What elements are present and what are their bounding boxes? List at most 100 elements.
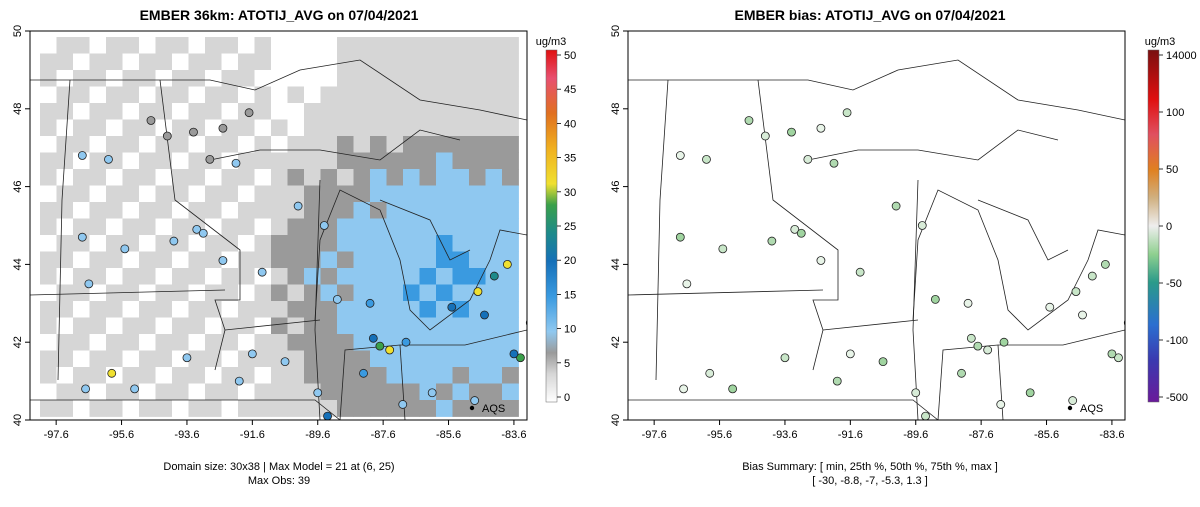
grid-cell: [386, 103, 404, 120]
grid-cell: [271, 251, 288, 269]
grid-cell: [502, 37, 519, 54]
grid-cell: [370, 53, 387, 71]
grid-cell: [172, 169, 189, 186]
grid-cell: [436, 70, 453, 87]
grid-cell: [370, 86, 387, 104]
grid-cell: [139, 169, 156, 186]
grid-cell: [320, 301, 338, 318]
grid-cell: [122, 218, 140, 236]
grid-cell: [188, 268, 206, 285]
grid-cell: [40, 218, 57, 236]
colorbar-tick-label: 30: [564, 187, 576, 199]
grid-cell: [205, 103, 222, 120]
grid-cell: [155, 53, 173, 71]
grid-cell: [73, 185, 90, 203]
grid-cell: [56, 284, 74, 302]
grid-cell: [122, 334, 140, 351]
grid-cell: [40, 367, 57, 384]
aqs-site-marker: [398, 400, 408, 409]
grid-cell: [370, 169, 387, 186]
grid-cell: [122, 284, 140, 302]
grid-cell: [139, 136, 156, 153]
aqs-sites-left: [77, 108, 527, 420]
aqs-site-marker: [162, 131, 172, 141]
grid-cell: [485, 103, 503, 120]
grid-cell: [172, 70, 189, 87]
grid-cell: [337, 119, 354, 137]
right-boundaries: [628, 59, 1125, 420]
grid-cell: [287, 334, 305, 351]
grid-cell: [188, 317, 206, 335]
aqs-site-marker: [359, 368, 368, 378]
bias-site-marker: [921, 411, 930, 420]
grid-cell: [353, 103, 371, 120]
grid-cell: [40, 350, 57, 368]
grid-cell: [419, 119, 437, 137]
bias-site-marker: [855, 267, 865, 277]
grid-cell: [370, 350, 387, 368]
grid-cell: [73, 218, 90, 236]
grid-cell: [122, 367, 140, 384]
grid-cell: [106, 169, 123, 186]
grid-cell: [40, 119, 57, 137]
grid-cell: [386, 251, 404, 269]
grid-cell: [304, 119, 321, 137]
grid-cell: [386, 53, 404, 71]
grid-cell: [485, 284, 503, 302]
grid-cell: [419, 317, 437, 335]
grid-cell: [56, 268, 74, 285]
grid-cell: [271, 86, 288, 104]
grid-cell: [271, 301, 288, 318]
grid-cell: [485, 334, 503, 351]
grid-cell: [452, 218, 470, 236]
bias-site-marker: [911, 388, 921, 398]
grid-cell: [287, 301, 305, 318]
aqs-site-marker: [198, 228, 208, 238]
grid-cell: [73, 284, 90, 302]
x-tick-label: -87.6: [969, 429, 994, 441]
grid-cell: [287, 317, 305, 335]
grid-cell: [221, 334, 239, 351]
grid-cell: [271, 367, 288, 384]
aqs-site-marker: [244, 108, 254, 118]
grid-cell: [221, 37, 239, 54]
grid-cell: [155, 367, 173, 384]
grid-cell: [502, 185, 519, 203]
colorbar-tick-label: 0: [1166, 221, 1172, 233]
grid-cell: [155, 152, 173, 170]
grid-cell: [320, 37, 338, 54]
grid-cell: [419, 284, 437, 302]
grid-cell: [370, 202, 387, 219]
bias-site-marker: [957, 368, 966, 378]
grid-cell: [188, 350, 206, 368]
grid-cell: [221, 268, 239, 285]
grid-cell: [469, 152, 486, 170]
grid-cell: [73, 86, 90, 104]
grid-cell: [106, 202, 123, 219]
grid-cell: [122, 70, 140, 87]
grid-cell: [485, 235, 503, 252]
grid-cell: [304, 284, 321, 302]
grid-cell: [287, 284, 305, 302]
grid-cell: [172, 284, 189, 302]
x-tick-label: -91.6: [838, 429, 863, 441]
grid-cell: [370, 119, 387, 137]
aqs-site-marker: [480, 310, 489, 320]
aqs-site-marker: [77, 151, 87, 160]
grid-cell: [106, 383, 123, 401]
colorbar-tick-label: 45: [564, 84, 576, 96]
aqs-site-marker: [368, 333, 378, 343]
grid-cell: [40, 301, 57, 318]
grid-cell: [238, 152, 255, 170]
aqs-site-marker: [169, 236, 179, 246]
grid-cell: [155, 70, 173, 87]
grid-cell: [254, 202, 272, 219]
grid-cell: [353, 218, 371, 236]
grid-cell: [403, 185, 420, 203]
grid-cell: [254, 334, 272, 351]
colorbar-tick-label: 25: [564, 221, 576, 233]
grid-cell: [40, 37, 57, 54]
grid-cell: [502, 284, 519, 302]
grid-cell: [56, 136, 74, 153]
